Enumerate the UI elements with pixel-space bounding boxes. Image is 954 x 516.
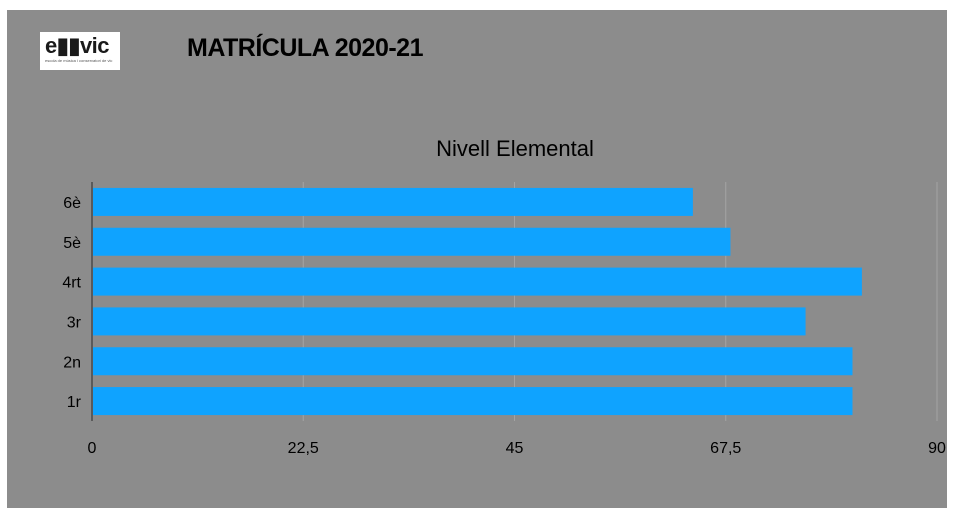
chart-title: Nivell Elemental bbox=[436, 136, 594, 161]
bar-3 bbox=[93, 267, 862, 296]
logo-subtitle: escola de música i conservatori de vic bbox=[45, 58, 113, 63]
bar-2 bbox=[93, 227, 731, 256]
page-title: MATRÍCULA 2020-21 bbox=[187, 34, 424, 62]
logo-wordmark: e▮▮vic bbox=[45, 33, 110, 58]
slide-background: e▮▮vic escola de música i conservatori d… bbox=[7, 10, 947, 508]
x-tick-label: 90 bbox=[928, 440, 946, 457]
x-tick-label: 67,5 bbox=[710, 440, 741, 457]
x-tick-label: 0 bbox=[88, 440, 97, 457]
bar-5 bbox=[93, 347, 853, 376]
category-label: 6è bbox=[63, 195, 81, 212]
category-label: 1r bbox=[67, 394, 82, 411]
bar-6 bbox=[93, 387, 853, 416]
category-label: 2n bbox=[63, 354, 81, 371]
logo: e▮▮vic escola de música i conservatori d… bbox=[40, 32, 120, 70]
x-tick-label: 22,5 bbox=[288, 440, 319, 457]
x-tick-label: 45 bbox=[506, 440, 524, 457]
bar-1 bbox=[93, 187, 693, 216]
bar-4 bbox=[93, 307, 806, 336]
category-label: 3r bbox=[67, 314, 82, 331]
category-label: 5è bbox=[63, 235, 81, 252]
category-label: 4rt bbox=[62, 275, 81, 292]
